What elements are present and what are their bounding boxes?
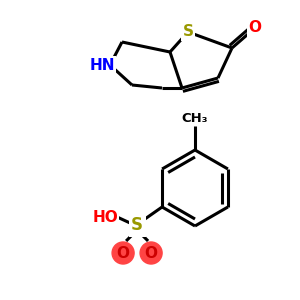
Text: O: O — [117, 245, 130, 260]
Text: CH₃: CH₃ — [182, 112, 208, 124]
Circle shape — [140, 242, 162, 264]
Circle shape — [112, 242, 134, 264]
Text: HN: HN — [89, 58, 115, 73]
Text: S: S — [131, 216, 143, 234]
Text: S: S — [182, 25, 194, 40]
Text: HO: HO — [92, 209, 118, 224]
Text: O: O — [248, 20, 262, 35]
Text: O: O — [145, 245, 158, 260]
